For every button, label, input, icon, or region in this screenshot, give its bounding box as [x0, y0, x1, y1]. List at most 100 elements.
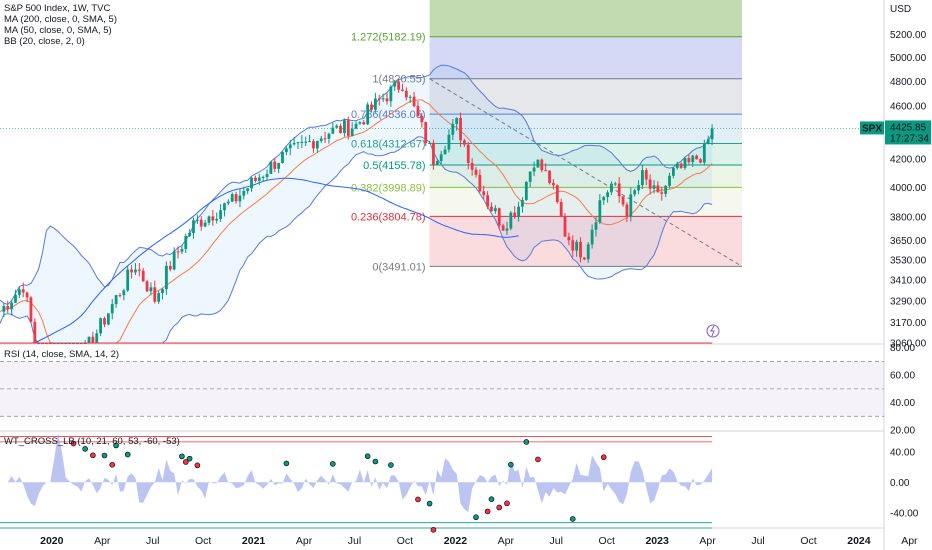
- candle-body: [606, 192, 609, 198]
- candle-body: [629, 194, 633, 217]
- candle-body: [103, 318, 106, 325]
- candle-body: [377, 98, 381, 100]
- candle-body: [350, 128, 354, 136]
- candle-body: [354, 123, 358, 129]
- candle-body: [710, 128, 714, 140]
- wt-cross-dot: [600, 454, 607, 461]
- price-axis-tick: 5200.00: [890, 30, 927, 41]
- time-axis-tick: Jul: [146, 535, 159, 547]
- price-axis-tick: 3060.00: [890, 339, 927, 350]
- candle-body: [14, 294, 17, 303]
- candle-body: [288, 144, 292, 149]
- candle-body: [180, 249, 184, 252]
- candle-body: [346, 120, 350, 136]
- candle-body: [226, 201, 230, 204]
- fib-zone-4: [429, 143, 742, 166]
- candle-body: [428, 142, 431, 144]
- wt-axis-tick: 40.00: [890, 447, 915, 458]
- main-legend: S&P 500 Index, 1W, TVC MA (200, close, 0…: [4, 3, 117, 47]
- candle-body: [443, 149, 447, 155]
- candle-body: [474, 169, 478, 175]
- wt-cross-dot: [488, 496, 495, 503]
- wt-cross-dot: [426, 500, 433, 507]
- candle-body: [590, 229, 594, 245]
- candle-body: [505, 228, 509, 231]
- candle-body: [358, 122, 362, 124]
- candle-body: [656, 185, 660, 193]
- price-axis-tick: 4800.00: [890, 77, 927, 88]
- candle-body: [300, 141, 304, 143]
- candle-body: [501, 225, 505, 231]
- fib-level-label-6: 0.236(3804.78): [351, 211, 426, 223]
- legend-ma50: MA (50, close, 0, SMA, 5): [4, 25, 112, 36]
- candle-body: [536, 159, 540, 168]
- candle-body: [312, 141, 315, 149]
- wt-cross-dot: [70, 440, 77, 447]
- wt-cross-dot: [186, 455, 193, 462]
- wt-cross-dot: [90, 452, 96, 459]
- candle-body: [524, 181, 528, 200]
- candle-body: [401, 89, 404, 91]
- candle-body: [432, 142, 435, 165]
- wt-cross-dot: [109, 461, 116, 468]
- candle-body: [242, 190, 246, 196]
- candle-body: [691, 155, 695, 163]
- candle-body: [195, 219, 199, 221]
- candle-body: [594, 222, 598, 230]
- bb-upper-line: [0, 64, 713, 305]
- price-axis-tick: 3530.00: [890, 255, 927, 266]
- wt-cross-dot: [372, 458, 379, 465]
- candle-body: [261, 177, 265, 179]
- candle-body: [99, 318, 103, 334]
- candle-body: [528, 171, 532, 182]
- legend-ma200: MA (200, close, 0, SMA, 5): [4, 14, 117, 25]
- candle-body: [230, 194, 234, 202]
- candle-body: [408, 96, 412, 98]
- wt-legend: WT_CROSS_LB (10, 21, 60, 53, -60, -53): [4, 436, 180, 447]
- price-axis-tick: 3290.00: [890, 296, 927, 307]
- candle-body: [625, 204, 629, 217]
- candle-body: [323, 138, 327, 140]
- candle-body: [470, 162, 474, 170]
- wt-cross-dot: [523, 439, 530, 445]
- candle-body: [172, 251, 176, 270]
- candle-body: [265, 173, 269, 178]
- candle-body: [687, 158, 691, 163]
- candle-body: [559, 201, 563, 217]
- candle-body: [2, 306, 6, 312]
- countdown-value: 17:27:34: [890, 133, 929, 144]
- time-axis-tick: 2023: [645, 535, 669, 547]
- fib-zone-2: [429, 78, 742, 115]
- price-axis-tick: 3800.00: [890, 213, 927, 224]
- time-axis-tick: Jul: [550, 535, 563, 547]
- candle-body: [373, 98, 377, 110]
- flash-icon-bolt: [710, 325, 715, 337]
- candle-body: [613, 183, 617, 185]
- candle-body: [679, 163, 683, 168]
- time-axis-tick: Oct: [599, 535, 615, 547]
- candle-body: [660, 192, 664, 194]
- candle-body: [91, 336, 95, 343]
- candle-body: [567, 236, 571, 241]
- candle-body: [335, 125, 339, 128]
- wt-cross-dot: [113, 442, 119, 449]
- candle-body: [184, 236, 188, 250]
- candle-body: [439, 154, 443, 162]
- candle-body: [21, 289, 25, 293]
- candle-body: [203, 222, 207, 227]
- rsi-axis-tick: 40.00: [890, 398, 915, 409]
- candle-body: [668, 175, 671, 186]
- fib-zone-3: [429, 114, 742, 144]
- bb-fill: [0, 65, 713, 344]
- candle-body: [10, 302, 14, 310]
- candle-body: [544, 170, 548, 172]
- wt-cross-dot: [82, 446, 88, 452]
- wt-cross-dot: [179, 453, 185, 460]
- candle-body: [648, 179, 652, 189]
- candle-body: [273, 161, 277, 169]
- wt-cross-dot: [484, 508, 491, 515]
- candle-body: [362, 122, 366, 125]
- fib-zone-0: [429, 0, 742, 37]
- candle-body: [137, 269, 141, 271]
